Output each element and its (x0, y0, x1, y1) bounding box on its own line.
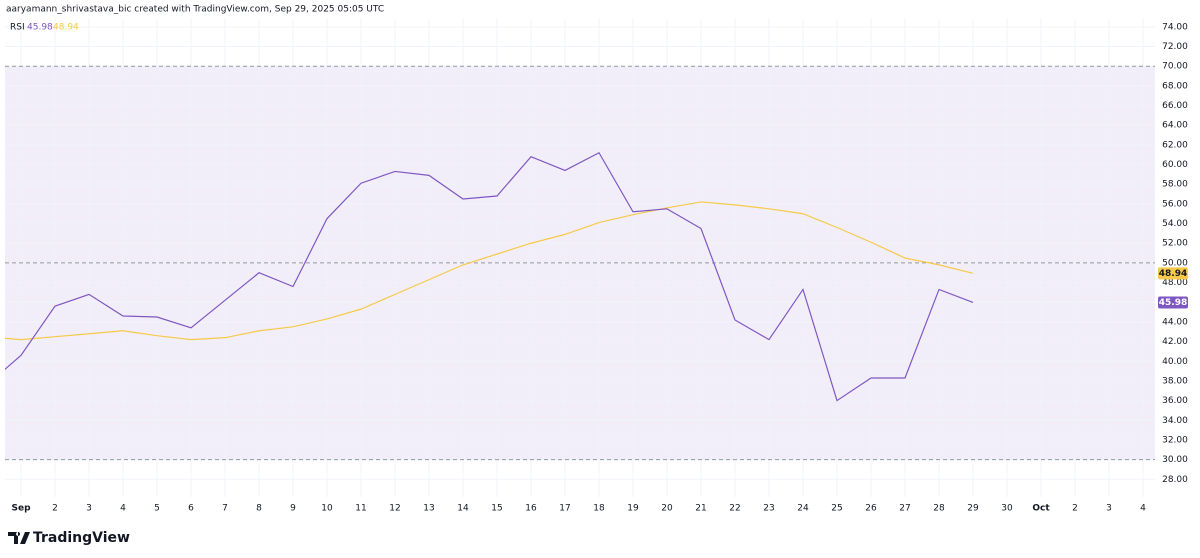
x-tick-label: 2 (52, 504, 58, 514)
y-tick-label: 50.00 (1162, 258, 1188, 268)
y-tick-label: 36.00 (1162, 396, 1188, 406)
y-tick-label: 72.00 (1162, 42, 1188, 52)
x-tick-label: 4 (1140, 504, 1146, 514)
price-tag-label: 45.98 (1159, 298, 1187, 308)
y-tick-label: 32.00 (1162, 435, 1188, 445)
x-tick-label: 16 (525, 504, 537, 514)
x-tick-label: 2 (1072, 504, 1078, 514)
legend-value: 45.98 (27, 23, 53, 33)
x-tick-label: 4 (120, 504, 126, 514)
x-tick-label: 29 (967, 504, 979, 514)
series-group (5, 151, 974, 402)
x-tick-label: 13 (423, 504, 434, 514)
y-tick-label: 64.00 (1162, 121, 1188, 131)
x-tick-label: 28 (933, 504, 945, 514)
legend-value: 48.94 (53, 23, 79, 33)
y-tick-label: 66.00 (1162, 101, 1188, 111)
y-tick-label: 58.00 (1162, 180, 1188, 190)
x-tick-label: 21 (695, 504, 706, 514)
x-tick-label: 20 (661, 504, 673, 514)
x-tick-label: 9 (290, 504, 296, 514)
y-tick-label: 68.00 (1162, 81, 1188, 91)
price-tag (1158, 267, 1188, 280)
y-tick-label: 54.00 (1162, 219, 1188, 229)
price-tag (1158, 296, 1188, 309)
x-tick-label: 14 (457, 504, 469, 514)
x-tick-label: 3 (1106, 504, 1112, 514)
y-tick-label: 30.00 (1162, 455, 1188, 465)
x-tick-label: 25 (831, 504, 842, 514)
x-tick-label: 22 (729, 504, 740, 514)
x-tick-label: 18 (593, 504, 605, 514)
x-tick-label: 30 (1001, 504, 1013, 514)
y-tick-label: 44.00 (1162, 317, 1188, 327)
y-tick-label: 60.00 (1162, 160, 1188, 170)
y-tick-label: 70.00 (1162, 62, 1188, 72)
y-tick-label: 56.00 (1162, 199, 1188, 209)
x-tick-label: 6 (188, 504, 194, 514)
logo-text: TradingView (33, 530, 130, 546)
y-tick-label: 52.00 (1162, 239, 1188, 249)
line (5, 201, 974, 341)
x-tick-label: 19 (627, 504, 639, 514)
x-tick-label: Sep (11, 504, 31, 514)
y-tick-label: 42.00 (1162, 337, 1188, 347)
legend-title: RSI (10, 23, 25, 33)
x-tick-label: 24 (797, 504, 809, 514)
x-tick-label: 23 (763, 504, 774, 514)
x-tick-label: 26 (865, 504, 877, 514)
x-tick-label: 27 (899, 504, 910, 514)
x-tick-label: 12 (389, 504, 400, 514)
y-tick-label: 74.00 (1162, 22, 1188, 32)
y-tick-label: 28.00 (1162, 475, 1188, 485)
price-tag-label: 48.94 (1159, 269, 1187, 279)
x-tick-label: 7 (222, 504, 228, 514)
y-tick-label: 62.00 (1162, 140, 1188, 150)
x-tick-label: 5 (154, 504, 160, 514)
x-tick-label: 8 (256, 504, 262, 514)
x-tick-label: Oct (1032, 504, 1050, 514)
y-tick-label: 34.00 (1162, 416, 1188, 426)
x-tick-label: 3 (86, 504, 92, 514)
logo: TradingView (8, 530, 130, 546)
x-tick-label: 15 (491, 504, 502, 514)
line (5, 151, 974, 402)
y-tick-label: 38.00 (1162, 376, 1188, 386)
y-tick-label: 40.00 (1162, 357, 1188, 367)
x-tick-label: 11 (355, 504, 366, 514)
header: aaryamann_shrivastava_bic created with T… (6, 5, 384, 15)
x-tick-label: 10 (321, 504, 333, 514)
x-tick-label: 17 (559, 504, 570, 514)
y-tick-label: 48.00 (1162, 278, 1188, 288)
